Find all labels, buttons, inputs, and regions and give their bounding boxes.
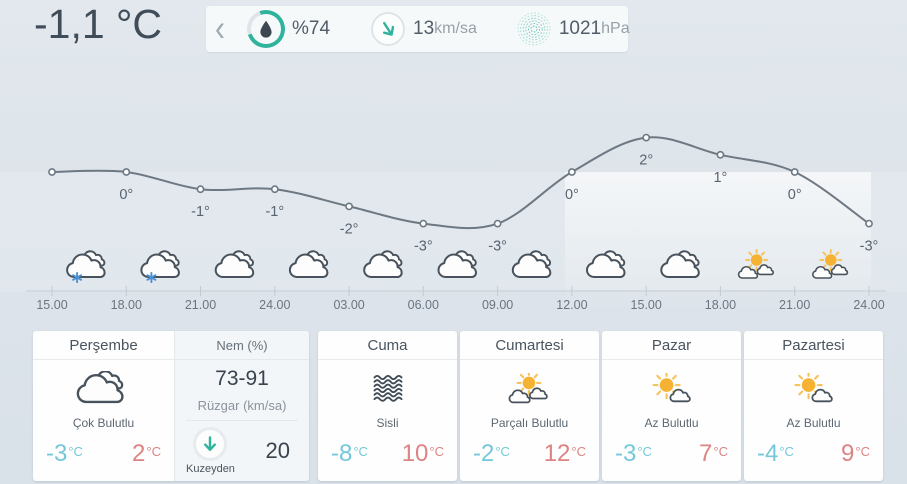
max-temp: 12°C xyxy=(543,440,586,467)
condition-label: Az Bulutlu xyxy=(786,416,841,430)
max-temp: 10°C xyxy=(401,440,444,467)
back-chevron-icon[interactable]: ‹ xyxy=(215,7,225,49)
wind-direction-label: Kuzeyden xyxy=(186,463,235,475)
chart-point xyxy=(48,168,56,176)
wind-value: 20 xyxy=(265,438,290,463)
chart-point xyxy=(790,168,799,176)
point-temp-label: -3° xyxy=(414,239,433,255)
time-label: 24.00 xyxy=(853,298,884,312)
wind-direction-icon xyxy=(371,12,406,46)
chart-point xyxy=(493,219,502,228)
time-label: 06.00 xyxy=(408,298,439,312)
condition-icon-cloudy xyxy=(33,364,174,416)
humidity-value: %74 xyxy=(292,18,331,39)
time-label: 24.00 xyxy=(259,298,290,312)
max-temp: 9°C xyxy=(841,440,870,467)
max-temp: 7°C xyxy=(699,440,728,467)
humidity-gauge-icon xyxy=(247,10,285,48)
time-label: 21.00 xyxy=(185,298,216,312)
daily-forecast-row: Perşembe Çok Bulutlu -3°C 2°C Nem (%) 73… xyxy=(33,331,886,481)
chart-point xyxy=(122,168,131,176)
day-name: Pazar xyxy=(602,331,741,360)
chart-point xyxy=(716,150,725,159)
wind-detail-row: Kuzeyden 20 xyxy=(186,420,298,475)
condition-icon-partly xyxy=(460,364,599,416)
time-label: 15.00 xyxy=(36,298,67,312)
pressure-ripple-icon xyxy=(517,12,551,46)
condition-icon-fog xyxy=(318,364,457,416)
time-label: 15.00 xyxy=(631,298,662,312)
chart-point xyxy=(196,185,205,194)
time-label: 03.00 xyxy=(333,298,364,312)
condition-icon-sun-cloud xyxy=(744,364,883,416)
time-label: 09.00 xyxy=(482,298,513,312)
day-card[interactable]: Cuma Sisli -8°C 10°C xyxy=(318,331,457,481)
time-label: 18.00 xyxy=(111,298,142,312)
min-temp: -3°C xyxy=(615,440,652,467)
day-card[interactable]: Cumartesi Parçalı Bulutlu -2°C 12°C xyxy=(460,331,599,481)
day-name: Perşembe xyxy=(33,331,174,360)
min-temp: -3°C xyxy=(46,440,83,467)
pressure-value: 1021 xyxy=(558,18,602,39)
condition-label: Parçalı Bulutlu xyxy=(490,416,569,430)
wind-panel-title: Rüzgar (km/sa) xyxy=(197,398,287,413)
condition-label: Çok Bulutlu xyxy=(72,416,135,430)
point-temp-label: 0° xyxy=(565,187,579,203)
humidity-wind-panel: Nem (%) 73-91 Rüzgar (km/sa) Kuzeyden xyxy=(174,331,309,481)
time-label: 21.00 xyxy=(779,298,810,312)
time-label: 18.00 xyxy=(705,298,736,312)
time-label: 12.00 xyxy=(556,298,587,312)
chart-point xyxy=(865,219,873,228)
point-temp-label: -3° xyxy=(860,239,879,255)
chart-point xyxy=(419,219,428,228)
chart-point xyxy=(345,202,353,211)
pressure-unit: hPa xyxy=(601,20,630,37)
day-name: Cumartesi xyxy=(460,331,599,360)
pressure-metric: 1021 hPa xyxy=(515,10,630,48)
wind-speed-unit: km/sa xyxy=(434,20,477,37)
hourly-temperature-chart: 15.00 18.00 21.00 24.00 03.00 06.00 09.00 12.00… xyxy=(26,133,886,312)
condition-icon-sun-cloud xyxy=(602,364,741,416)
max-temp: 2°C xyxy=(132,440,161,467)
min-temp: -4°C xyxy=(757,440,794,467)
current-temperature: -1,1 °C xyxy=(34,1,163,47)
condition-label: Sisli xyxy=(376,416,399,430)
point-temp-label: 2° xyxy=(639,153,653,169)
point-temp-label: -1° xyxy=(191,204,210,220)
day-name: Pazartesi xyxy=(744,331,883,360)
point-temp-label: 0° xyxy=(788,187,802,203)
day-card[interactable]: Pazar Az Bulutlu -3°C 7°C xyxy=(602,331,741,481)
chart-point xyxy=(270,185,279,194)
droplet-icon xyxy=(260,20,272,38)
chart-point xyxy=(568,168,576,176)
condition-label: Az Bulutlu xyxy=(644,416,699,430)
humidity-metric: %74 xyxy=(235,10,330,48)
point-temp-label: -1° xyxy=(265,204,284,220)
point-temp-label: -2° xyxy=(340,221,359,237)
min-temp: -8°C xyxy=(331,440,368,467)
min-temp: -2°C xyxy=(473,440,510,467)
day-card-today[interactable]: Perşembe Çok Bulutlu -3°C 2°C Nem (%) 73… xyxy=(33,331,309,481)
day-card[interactable]: Pazartesi Az Bulutlu -4°C 9°C xyxy=(744,331,883,481)
point-temp-label: 0° xyxy=(119,187,133,203)
wind-metric: 13 km/sa xyxy=(371,12,477,46)
point-temp-label: -3° xyxy=(488,239,507,255)
arrow-down-icon xyxy=(193,427,228,461)
daylight-highlight xyxy=(565,172,871,312)
metrics-strip: ‹ %74 13 km/sa xyxy=(206,6,630,52)
humidity-panel-title: Nem (%) xyxy=(175,331,309,360)
chart-point xyxy=(642,133,651,142)
point-temp-label: 1° xyxy=(713,170,727,186)
humidity-range: 73-91 xyxy=(215,367,269,390)
wind-speed-value: 13 xyxy=(413,18,435,39)
day-name: Cuma xyxy=(318,331,457,360)
